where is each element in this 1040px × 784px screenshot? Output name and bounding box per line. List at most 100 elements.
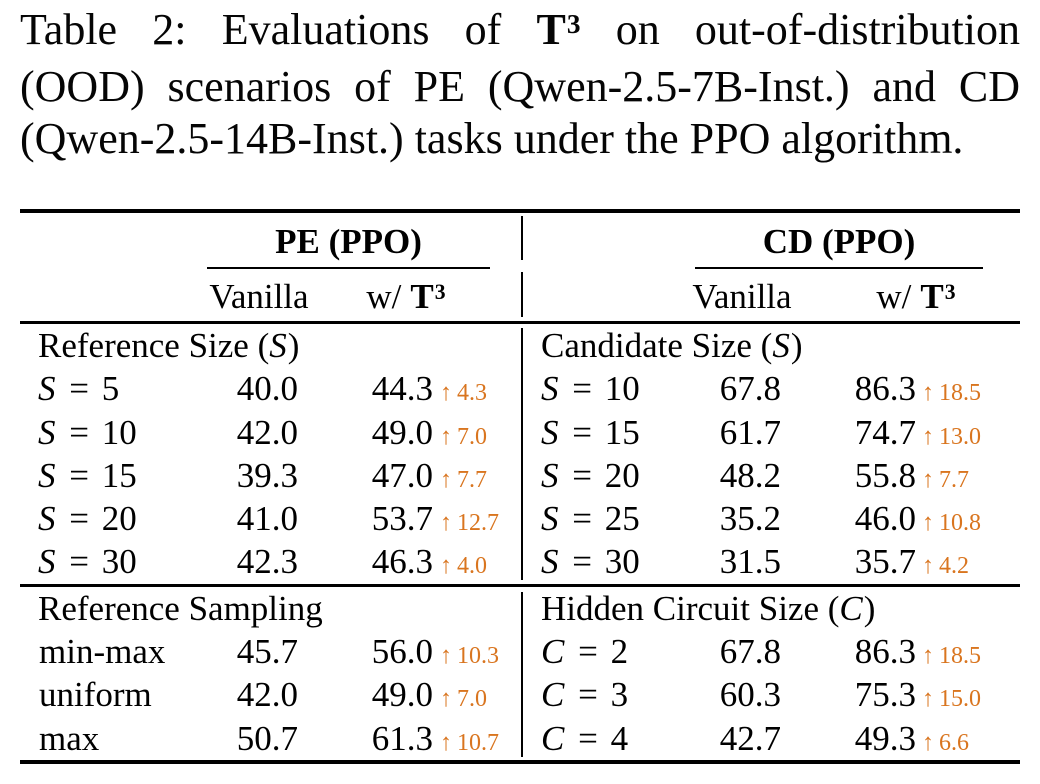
up-arrow-icon: ↑ <box>922 686 934 713</box>
delta-value: 10.3 <box>457 643 499 670</box>
pe-block-1: Reference Size (S) S = 5 40.0 44.3 ↑ 4.3 … <box>20 324 521 584</box>
up-arrow-icon: ↑ <box>440 729 452 756</box>
up-arrow-icon: ↑ <box>922 553 934 580</box>
delta-value: 18.5 <box>939 643 981 670</box>
up-arrow-icon: ↑ <box>922 729 934 756</box>
t3-value: 44.3 <box>371 369 433 409</box>
caption-line-1: Table 2: Evaluations of T3 on out-of-dis… <box>20 4 1020 61</box>
section-title-row: Candidate Size (S) <box>541 326 803 365</box>
table-row: S = 30 31.5 35.7 ↑ 4.2 <box>541 540 1020 583</box>
vanilla-value: 67.8 <box>719 632 781 672</box>
table-row: min-max 45.7 56.0 ↑ 10.3 <box>38 630 521 673</box>
math-var: S <box>541 412 559 452</box>
math-var: S <box>38 412 56 452</box>
cd-block-2: Hidden Circuit Size (C) C = 2 67.8 86.3 … <box>525 587 1020 760</box>
t3-value: 86.3 <box>854 369 916 409</box>
table-row: S = 20 41.0 53.7 ↑ 12.7 <box>38 497 521 540</box>
math-var: S <box>38 369 56 409</box>
table-row: max 50.7 61.3 ↑ 10.7 <box>38 717 521 760</box>
t3-value: 53.7 <box>371 499 433 539</box>
top-rule <box>20 209 1020 213</box>
caption-text: on out-of-distribution <box>615 5 1020 54</box>
row-label: S = 30 <box>541 542 640 582</box>
delta-badge: ↑ 10.3 <box>433 635 521 678</box>
delta-value: 12.7 <box>457 510 499 537</box>
row-label: S = 20 <box>541 455 640 495</box>
table-row: S = 15 39.3 47.0 ↑ 7.7 <box>38 454 521 497</box>
table-row: C = 4 42.7 49.3 ↑ 6.6 <box>541 717 1020 760</box>
t3-value: 49.0 <box>371 412 433 452</box>
subheader-vanilla-pe: Vanilla <box>209 277 309 316</box>
vanilla-value: 61.7 <box>719 412 781 452</box>
row-label: S = 15 <box>38 455 137 495</box>
math-var <box>323 589 324 628</box>
table-row: S = 25 35.2 46.0 ↑ 10.8 <box>541 497 1020 540</box>
bottom-rule <box>20 759 1020 764</box>
vanilla-value: 42.3 <box>236 542 298 582</box>
table-row: S = 10 42.0 49.0 ↑ 7.0 <box>38 411 521 454</box>
vanilla-value: 67.8 <box>719 369 781 409</box>
row-label: S = 20 <box>38 499 137 539</box>
table-header: PE (PPO) Vanilla w/T3 CD (PPO) Vanilla w… <box>20 213 1020 321</box>
vanilla-value: 31.5 <box>719 542 781 582</box>
delta-value: 15.0 <box>939 686 981 713</box>
caption-line-3: (Qwen-2.5-14B-Inst.) tasks under the PPO… <box>20 114 964 163</box>
math-var: S <box>38 455 56 495</box>
up-arrow-icon: ↑ <box>922 510 934 537</box>
vertical-divider <box>521 592 523 757</box>
math-var: C <box>839 588 863 628</box>
vanilla-value: 40.0 <box>236 369 298 409</box>
section-title-row: Reference Sampling <box>38 588 324 628</box>
vanilla-value: 41.0 <box>236 499 298 539</box>
table-row: uniform 42.0 49.0 ↑ 7.0 <box>38 673 521 716</box>
t3-value: 49.0 <box>371 675 433 715</box>
delta-value: 4.3 <box>457 380 487 407</box>
subheader-wt3-cd: w/T3 <box>876 277 956 316</box>
delta-badge: ↑ 13.0 <box>916 416 1020 459</box>
up-arrow-icon: ↑ <box>440 553 452 580</box>
delta-value: 18.5 <box>939 380 981 407</box>
up-arrow-icon: ↑ <box>922 380 934 407</box>
t3-value: 61.3 <box>371 718 433 758</box>
delta-badge: ↑ 4.2 <box>916 545 1020 588</box>
delta-badge: ↑ 7.0 <box>433 678 521 721</box>
col-group-cd: CD (PPO) <box>762 222 916 261</box>
cmidrule-pe <box>207 267 490 269</box>
t3-value: 35.7 <box>854 542 916 582</box>
vanilla-value: 42.0 <box>236 412 298 452</box>
vanilla-value: 39.3 <box>236 455 298 495</box>
math-var: S <box>541 455 559 495</box>
up-arrow-icon: ↑ <box>922 466 934 493</box>
vertical-divider <box>521 216 523 260</box>
up-arrow-icon: ↑ <box>440 380 452 407</box>
subheader-vanilla-cd: Vanilla <box>692 277 792 316</box>
delta-badge: ↑ 6.6 <box>916 722 1020 765</box>
caption-text: Table 2: Evaluations of <box>20 5 502 54</box>
delta-value: 10.8 <box>939 510 981 537</box>
row-label: max <box>39 718 100 758</box>
t3-value: 55.8 <box>854 455 916 495</box>
delta-value: 4.2 <box>939 553 969 580</box>
delta-badge: ↑ 18.5 <box>916 635 1020 678</box>
delta-badge: ↑ 7.0 <box>433 416 521 459</box>
up-arrow-icon: ↑ <box>440 510 452 537</box>
math-var: C <box>541 632 565 672</box>
math-var: S <box>38 542 56 582</box>
delta-badge: ↑ 10.7 <box>433 722 521 765</box>
vanilla-value: 42.0 <box>236 675 298 715</box>
vanilla-value: 60.3 <box>719 675 781 715</box>
up-arrow-icon: ↑ <box>440 423 452 450</box>
row-label: min-max <box>39 632 166 672</box>
t3-value: 49.3 <box>854 718 916 758</box>
delta-badge: ↑ 18.5 <box>916 372 1020 415</box>
delta-value: 7.0 <box>457 423 487 450</box>
math-var: S <box>38 499 56 539</box>
t3-value: 46.3 <box>371 542 433 582</box>
delta-value: 7.7 <box>939 466 969 493</box>
up-arrow-icon: ↑ <box>440 686 452 713</box>
row-label: C = 3 <box>541 675 629 715</box>
vanilla-value: 45.7 <box>236 632 298 672</box>
delta-value: 7.7 <box>457 466 487 493</box>
table-row: C = 3 60.3 75.3 ↑ 15.0 <box>541 673 1020 716</box>
